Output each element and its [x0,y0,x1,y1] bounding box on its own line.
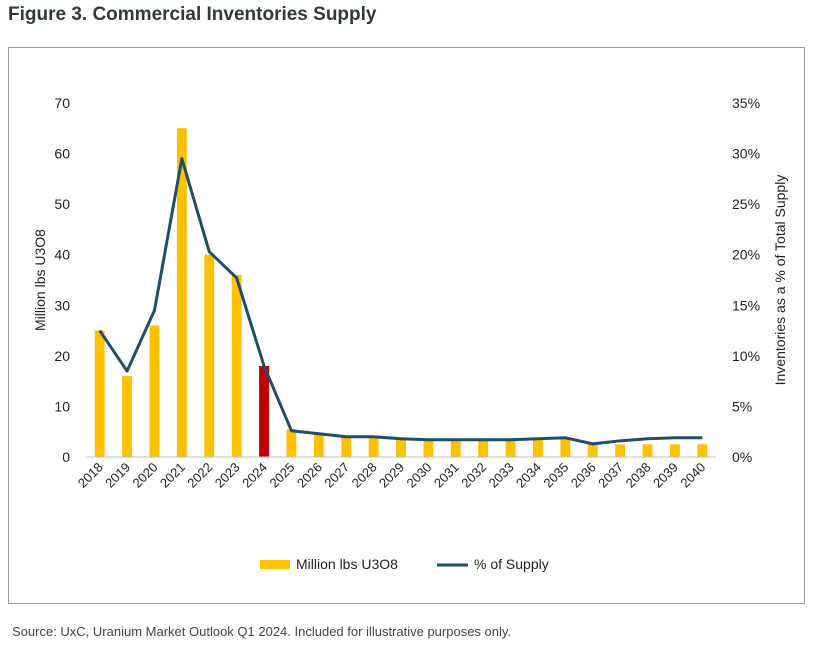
bar-2036 [587,444,598,457]
bar-2032 [478,439,489,457]
bar-2030 [423,439,434,457]
source-note: Source: UxC, Uranium Market Outlook Q1 2… [12,624,512,639]
right-tick-label: 35% [732,95,760,111]
bar-2026 [313,434,324,457]
right-axis-ticks: 0% 5% 10% 15% 20% 25% 30% 35% [732,95,760,465]
legend-swatch-bar [260,560,290,569]
x-tick-label: 2026 [294,460,325,491]
x-tick-label: 2025 [266,460,297,491]
left-tick-label: 30 [54,297,70,313]
bar-2038 [642,444,653,457]
x-tick-label: 2037 [595,460,626,491]
right-tick-label: 20% [732,247,760,263]
bar-2027 [341,436,352,457]
bar-2039 [669,444,680,457]
bar-2029 [396,439,406,457]
right-tick-label: 15% [732,297,760,313]
bar-2025 [286,429,297,457]
right-tick-label: 25% [732,196,760,212]
bar-2018 [94,330,105,457]
x-tick-label: 2032 [458,460,489,491]
legend-label-line: % of Supply [474,556,549,572]
left-tick-label: 70 [54,95,70,111]
left-tick-label: 20 [54,348,70,364]
right-tick-label: 10% [732,348,760,364]
bar-2033 [505,439,516,457]
x-tick-label: 2021 [157,460,188,491]
bar-2037 [615,444,626,457]
x-tick-label: 2034 [513,460,544,491]
bar-2035 [560,439,571,457]
x-tick-label: 2023 [212,460,243,491]
x-tick-label: 2035 [540,460,571,491]
x-tick-label: 2027 [321,460,352,491]
bar-2020 [149,325,160,457]
bar-2021 [176,128,187,458]
left-tick-label: 0 [62,449,70,465]
right-axis-label: Inventories as a % of Total Supply [772,175,788,386]
right-tick-label: 5% [732,398,752,414]
bar-2040 [697,444,708,457]
bar-2034 [533,439,543,457]
right-tick-label: 0% [732,449,752,465]
line-series [98,157,703,446]
bar-2019 [122,376,133,457]
x-tick-label: 2029 [376,460,407,491]
x-tick-label: 2018 [75,460,106,491]
left-tick-label: 60 [54,146,70,162]
legend-label-bar: Million lbs U3O8 [296,556,398,572]
x-tick-label: 2033 [486,460,517,491]
bar-2024 [259,365,269,457]
x-tick-label: 2024 [239,460,270,491]
chart-frame [8,47,805,604]
left-axis-label: Million lbs U3O8 [32,229,48,331]
left-tick-label: 50 [54,196,70,212]
x-tick-label: 2040 [677,460,708,491]
x-tick-label: 2028 [349,460,380,491]
left-tick-label: 40 [54,247,70,263]
x-axis-ticks: 2018201920202021202220232024202520262027… [75,460,709,491]
x-tick-label: 2031 [431,460,462,491]
bar-2023 [231,274,242,457]
bar-2031 [450,439,461,457]
x-tick-label: 2019 [102,460,133,491]
legend: Million lbs U3O8 % of Supply [260,556,549,572]
figure-title: Figure 3. Commercial Inventories Supply [8,4,377,25]
left-tick-label: 10 [54,398,70,414]
x-tick-label: 2036 [568,460,599,491]
bar-2022 [204,254,215,457]
x-tick-label: 2022 [184,460,215,491]
bar-2028 [368,436,379,457]
line-percent-of-supply [98,157,703,446]
right-tick-label: 30% [732,146,760,162]
x-tick-label: 2038 [623,460,654,491]
x-tick-label: 2039 [650,460,681,491]
x-tick-label: 2020 [130,460,161,491]
x-tick-label: 2030 [403,460,434,491]
left-axis-ticks: 0 10 20 30 40 50 60 70 [54,95,70,465]
bar-series [94,128,708,458]
